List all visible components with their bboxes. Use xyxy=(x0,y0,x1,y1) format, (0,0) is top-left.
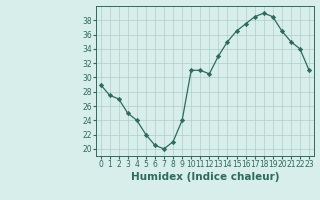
X-axis label: Humidex (Indice chaleur): Humidex (Indice chaleur) xyxy=(131,172,279,182)
